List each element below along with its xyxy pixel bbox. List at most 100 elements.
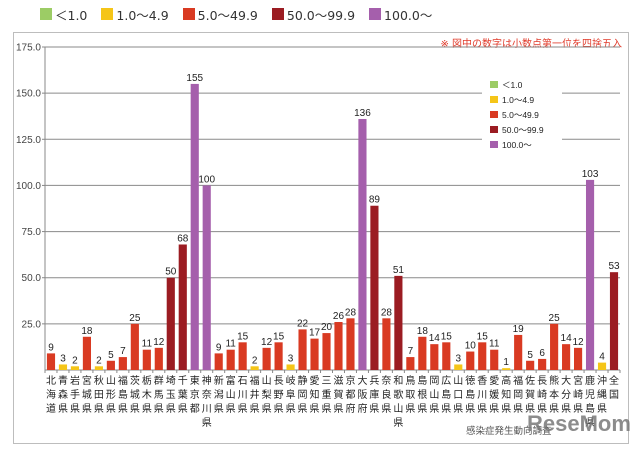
data-label: 2 <box>72 355 78 366</box>
x-tick-label: 愛媛県 <box>489 374 499 415</box>
bar <box>597 362 607 370</box>
x-tick-label: 岡山県 <box>429 375 439 415</box>
bar <box>106 360 115 370</box>
data-label: 7 <box>120 346 126 357</box>
data-label: 9 <box>216 342 222 353</box>
top-legend-item: 100.0～ <box>369 5 432 24</box>
data-label: 100 <box>198 174 215 185</box>
data-label: 22 <box>297 318 309 329</box>
data-label: 51 <box>393 265 405 276</box>
top-legend-item: ＜1.0 <box>40 5 87 24</box>
bar <box>526 360 535 370</box>
y-tick-label: 50.0 <box>22 273 42 284</box>
data-label: 28 <box>381 307 393 318</box>
data-label: 103 <box>582 169 599 180</box>
legend-swatch <box>271 8 284 20</box>
inner-legend-swatch <box>490 126 498 133</box>
bar <box>406 357 415 370</box>
bar <box>82 336 91 370</box>
data-label: 3 <box>60 353 66 364</box>
data-label: 53 <box>608 261 620 272</box>
bar <box>442 342 451 370</box>
x-tick-label: 兵庫県 <box>369 374 379 415</box>
data-label: 20 <box>321 322 333 333</box>
data-label: 5 <box>527 350 533 361</box>
x-tick-label: 高知県 <box>501 374 511 415</box>
top-legend: ＜1.0 1.0～4.9 5.0～49.9 50.0～99.9 100.0～ <box>40 5 432 23</box>
legend-swatch <box>369 8 382 20</box>
x-tick-label: 山形県 <box>106 375 116 415</box>
data-label: 89 <box>369 195 381 206</box>
y-tick-label: 125.0 <box>16 135 41 146</box>
bar <box>466 351 475 370</box>
data-label: 15 <box>477 331 489 342</box>
bar <box>502 368 511 370</box>
x-tick-label: 佐賀県 <box>525 375 535 415</box>
bar <box>154 347 163 370</box>
x-tick-label: 石川県 <box>238 376 248 415</box>
x-tick-label: 山口県 <box>453 375 463 415</box>
data-label: 25 <box>129 313 141 324</box>
data-label: 14 <box>561 333 573 344</box>
x-tick-label: 和歌山県 <box>393 375 403 429</box>
bar <box>334 322 343 370</box>
legend-swatch <box>101 8 114 20</box>
data-label: 2 <box>96 355 102 366</box>
bar <box>382 318 391 370</box>
bar <box>394 275 403 370</box>
x-tick-label: 長崎県 <box>537 375 547 415</box>
rounding-note: ※ 図中の数字は小数点第一位を四捨五入 <box>440 39 622 50</box>
bar <box>490 349 499 370</box>
data-label: 15 <box>237 331 249 342</box>
bar <box>118 357 127 370</box>
data-label: 3 <box>288 353 294 364</box>
data-label: 12 <box>261 337 273 348</box>
data-label: 12 <box>573 337 585 348</box>
bar <box>130 323 139 370</box>
x-tick-label: 滋賀県 <box>333 374 343 415</box>
x-tick-label: 茨城県 <box>130 374 140 415</box>
data-label: 15 <box>441 331 453 342</box>
bar <box>430 344 439 370</box>
bar <box>370 205 379 370</box>
data-label: 4 <box>599 352 605 363</box>
inner-legend-label: ＜1.0 <box>502 80 523 90</box>
x-tick-label: 広島県 <box>441 374 451 415</box>
legend-label: 100.0～ <box>384 7 433 23</box>
source-text: 感染症発生動向調査 <box>466 426 552 437</box>
inner-legend-swatch <box>490 141 498 148</box>
x-tick-label: 全国 <box>609 374 619 401</box>
x-tick-label: 岐阜県 <box>286 374 296 415</box>
bar <box>454 364 463 370</box>
legend-label: ＜1.0 <box>55 7 88 23</box>
x-tick-label: 京都府 <box>345 374 355 415</box>
y-tick-label: 175.0 <box>16 43 41 54</box>
x-tick-label: 愛知県 <box>310 374 320 415</box>
x-tick-label: 青森県 <box>58 374 68 415</box>
y-tick-label: 25.0 <box>22 319 42 330</box>
data-label: 136 <box>354 108 371 119</box>
bar <box>166 277 175 370</box>
x-tick-label: 鹿児島県 <box>585 374 595 429</box>
x-tick-label: 静岡県 <box>298 374 308 415</box>
data-label: 7 <box>408 346 414 357</box>
data-label: 15 <box>273 331 285 342</box>
bar <box>514 334 523 370</box>
bar <box>418 336 427 370</box>
legend-label: 50.0～99.9 <box>286 7 356 23</box>
data-label: 5 <box>108 350 114 361</box>
bar <box>478 342 487 370</box>
bar <box>238 342 247 370</box>
x-tick-label: 大分県 <box>561 374 571 415</box>
inner-legend-swatch <box>490 81 498 88</box>
inner-legend-label: 100.0～ <box>502 140 532 150</box>
watermark-logo: ReseMom <box>527 411 631 436</box>
data-label: 68 <box>177 233 189 244</box>
x-tick-label: 徳島県 <box>465 374 475 415</box>
data-label: 2 <box>252 355 258 366</box>
x-tick-label: 東京都 <box>190 374 200 415</box>
inner-legend-label: 1.0～4.9 <box>502 95 534 105</box>
x-tick-label: 山梨県 <box>262 375 272 415</box>
x-tick-label: 秋田県 <box>94 374 104 415</box>
